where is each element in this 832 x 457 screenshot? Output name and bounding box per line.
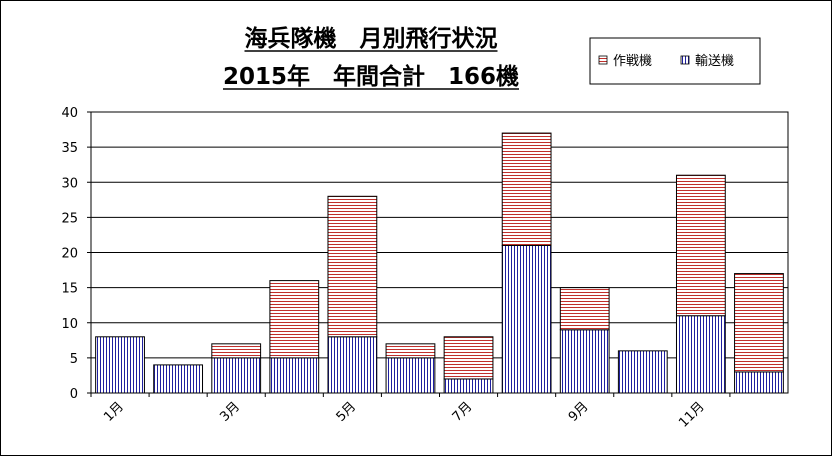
- y-tick-label: 15: [61, 282, 78, 297]
- y-axis-ticks: 0 5 10 15 20 25 30 35 40: [61, 106, 91, 402]
- x-tick-label: 5月: [334, 399, 360, 425]
- legend: 作戦機 輸送機: [589, 37, 761, 85]
- bar-sakusenki-9: [559, 287, 610, 331]
- legend-label-yusouki: 輸送機: [695, 54, 734, 69]
- bar-sakusenki-7: [443, 336, 494, 380]
- bar-sakusenki-5: [327, 195, 378, 338]
- y-tick-label: 0: [70, 387, 78, 402]
- bar-sakusenki-11: [675, 174, 726, 317]
- bar-sakusenki-8: [501, 132, 552, 246]
- bar-yusouki-11: [675, 315, 726, 394]
- bar-yusouki-5: [327, 336, 378, 394]
- y-tick-label: 10: [61, 317, 78, 332]
- plot-area: [90, 111, 789, 394]
- x-tick-label: 11月: [676, 399, 707, 430]
- bar-yusouki-9: [559, 329, 610, 394]
- bar-sakusenki-12: [734, 273, 784, 373]
- y-tick-label: 25: [61, 211, 78, 226]
- bar-sakusenki-4: [269, 280, 320, 359]
- y-tick-label: 35: [61, 141, 78, 156]
- bar-yusouki-1: [95, 336, 145, 394]
- x-tick-label: 3月: [217, 399, 243, 425]
- x-axis-ticks: 1月 3月 5月 7月 9月 11月: [90, 393, 731, 431]
- bar-yusouki-2: [153, 364, 204, 394]
- legend-swatch-yusouki: [680, 55, 690, 65]
- bar-sakusenki-6: [385, 343, 436, 359]
- chart-title-line-2: 2015年 年間合計 166機: [223, 63, 519, 90]
- bar-yusouki-10: [617, 350, 668, 394]
- x-tick-label: 1月: [101, 399, 127, 425]
- bar-sakusenki-3: [211, 343, 262, 359]
- x-tick-label: 9月: [566, 399, 592, 425]
- y-tick-label: 20: [61, 247, 78, 262]
- y-tick-label: 30: [61, 176, 78, 191]
- x-tick-label: 7月: [450, 399, 476, 425]
- bar-yusouki-4: [269, 357, 320, 394]
- y-tick-label: 40: [61, 106, 78, 121]
- bar-yusouki-8: [501, 244, 552, 394]
- bar-yusouki-12: [734, 371, 784, 394]
- legend-label-sakusenki: 作戦機: [613, 54, 652, 69]
- bar-yusouki-6: [385, 357, 436, 394]
- gridlines: [91, 111, 788, 394]
- chart-title: 海兵隊機 月別飛行状況 2015年 年間合計 166機: [222, 25, 520, 90]
- chart-title-line-1: 海兵隊機 月別飛行状況: [245, 25, 498, 52]
- bar-yusouki-3: [211, 357, 262, 394]
- bar-yusouki-7: [443, 378, 494, 394]
- y-tick-label: 5: [70, 352, 78, 367]
- legend-swatch-sakusenki: [598, 55, 608, 65]
- bars: [95, 132, 784, 394]
